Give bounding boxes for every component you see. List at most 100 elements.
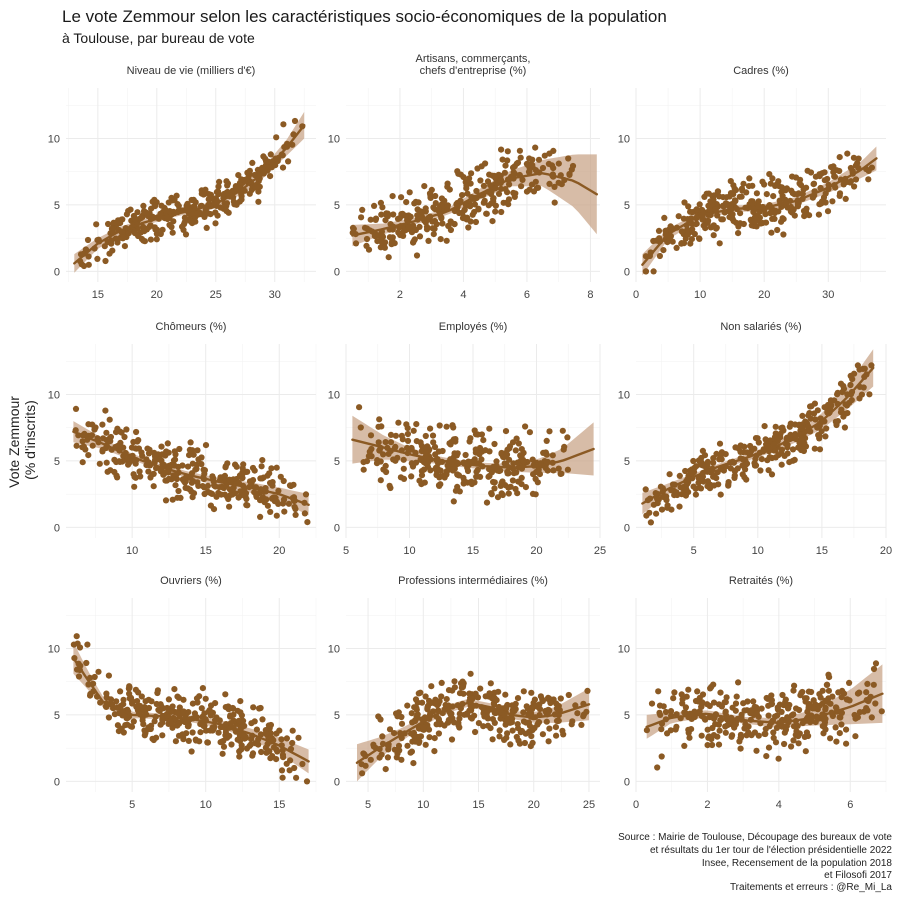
data-point	[454, 168, 461, 175]
data-point	[212, 716, 219, 724]
data-point	[762, 219, 770, 226]
data-point	[164, 440, 171, 447]
trend-line	[72, 430, 310, 506]
data-point	[157, 230, 164, 238]
data-point	[157, 210, 164, 217]
data-point	[735, 679, 742, 686]
data-point	[425, 237, 432, 244]
data-point	[471, 427, 478, 434]
x-tick-label: 6	[847, 799, 853, 811]
data-point	[528, 689, 535, 696]
y-tick-label: 10	[328, 643, 340, 655]
data-point	[820, 730, 827, 737]
data-point	[829, 198, 836, 205]
data-point	[140, 202, 147, 209]
data-point	[431, 735, 438, 742]
data-point	[273, 730, 280, 737]
x-tick-label: 10	[200, 799, 212, 811]
data-point	[714, 212, 721, 219]
data-point	[253, 492, 260, 499]
confidence-band	[73, 421, 309, 516]
data-point	[186, 452, 193, 459]
data-point	[223, 202, 230, 209]
data-point	[218, 738, 226, 745]
data-point	[257, 731, 265, 738]
data-point	[268, 465, 275, 472]
data-point	[251, 171, 258, 179]
data-point	[229, 704, 236, 712]
data-point	[656, 702, 664, 709]
data-point	[107, 696, 115, 703]
data-point	[499, 478, 506, 485]
data-point	[655, 227, 663, 234]
data-point	[438, 215, 445, 222]
data-point	[204, 739, 211, 746]
data-point	[480, 437, 487, 444]
data-point	[732, 707, 739, 714]
data-point	[705, 190, 712, 197]
data-point	[410, 238, 417, 245]
data-point	[806, 212, 813, 219]
data-point	[486, 425, 493, 432]
data-point	[498, 146, 505, 153]
data-point	[477, 177, 484, 184]
data-point	[408, 473, 415, 480]
data-point	[781, 729, 788, 736]
data-point	[395, 229, 402, 236]
data-point	[682, 704, 690, 711]
facet-title: Retraités (%)	[729, 575, 793, 587]
data-point	[256, 183, 263, 190]
data-point	[743, 461, 750, 468]
data-point	[480, 199, 487, 206]
data-point	[790, 737, 797, 744]
data-point	[203, 727, 210, 734]
data-point	[302, 491, 310, 498]
data-point	[842, 195, 849, 202]
data-point	[278, 767, 286, 774]
data-point	[667, 708, 675, 715]
data-point	[180, 708, 187, 715]
data-point	[551, 199, 558, 206]
data-point	[517, 154, 524, 161]
data-point	[107, 438, 114, 445]
data-point	[714, 733, 721, 740]
data-point	[412, 459, 420, 466]
data-point	[209, 473, 216, 480]
data-point	[676, 472, 683, 479]
data-point	[504, 470, 511, 477]
data-point	[214, 188, 222, 195]
data-point	[175, 694, 182, 702]
x-tick-label: 10	[694, 289, 706, 301]
data-point	[731, 724, 738, 731]
data-point	[514, 490, 521, 497]
data-point	[492, 174, 499, 181]
data-point	[194, 699, 201, 706]
data-point	[146, 446, 153, 453]
data-point	[299, 760, 306, 768]
data-point	[267, 721, 274, 729]
data-point	[780, 427, 787, 434]
x-tick-label: 2	[397, 289, 403, 301]
data-point	[171, 448, 178, 455]
data-point	[398, 756, 405, 763]
data-point	[247, 741, 254, 748]
data-point	[757, 467, 764, 474]
data-point	[839, 389, 846, 396]
data-point	[512, 700, 519, 708]
data-point	[753, 190, 761, 197]
data-point	[454, 471, 461, 478]
data-point	[779, 722, 786, 730]
facet-title: Cadres (%)	[733, 65, 789, 77]
data-point	[208, 702, 215, 709]
data-point	[779, 691, 786, 699]
data-point	[565, 691, 572, 699]
data-point	[520, 709, 527, 716]
data-point	[295, 734, 302, 741]
y-tick-label: 0	[624, 522, 630, 534]
data-point	[273, 464, 280, 471]
data-point	[799, 412, 806, 419]
data-point	[469, 695, 476, 703]
data-point	[699, 691, 707, 698]
data-point	[498, 490, 505, 497]
